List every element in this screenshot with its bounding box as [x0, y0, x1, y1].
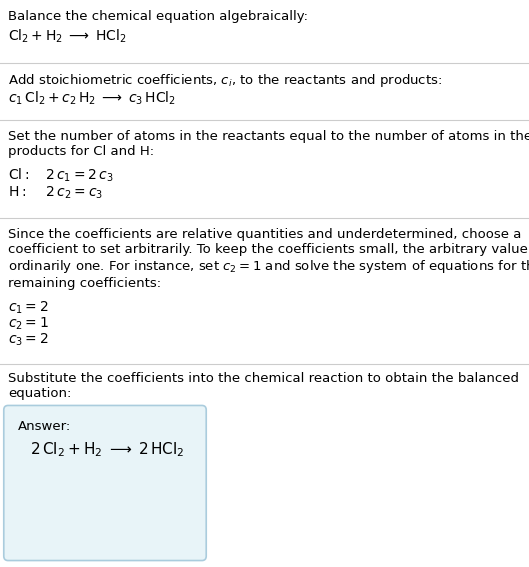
Text: $c_3 = 2$: $c_3 = 2$ [8, 332, 49, 348]
Text: $\mathrm{Cl:\quad 2\,}c_1 = 2\,c_3$: $\mathrm{Cl:\quad 2\,}c_1 = 2\,c_3$ [8, 167, 114, 184]
Text: Substitute the coefficients into the chemical reaction to obtain the balanced
eq: Substitute the coefficients into the che… [8, 372, 519, 400]
Text: $2\,\mathrm{Cl_2} + \mathrm{H_2}\;\longrightarrow\; 2\,\mathrm{HCl_2}$: $2\,\mathrm{Cl_2} + \mathrm{H_2}\;\longr… [30, 440, 185, 459]
Text: Answer:: Answer: [18, 420, 71, 433]
Text: $c_2 = 1$: $c_2 = 1$ [8, 316, 49, 332]
Text: $c_1 = 2$: $c_1 = 2$ [8, 300, 49, 316]
Text: $\mathrm{Cl_2 + H_2 \;\longrightarrow\; HCl_2}$: $\mathrm{Cl_2 + H_2 \;\longrightarrow\; … [8, 28, 126, 45]
Text: $c_1\,\mathrm{Cl_2} + c_2\,\mathrm{H_2}\;\longrightarrow\; c_3\,\mathrm{HCl_2}$: $c_1\,\mathrm{Cl_2} + c_2\,\mathrm{H_2}\… [8, 90, 176, 107]
Text: Balance the chemical equation algebraically:: Balance the chemical equation algebraica… [8, 10, 308, 23]
Text: Set the number of atoms in the reactants equal to the number of atoms in the
pro: Set the number of atoms in the reactants… [8, 130, 529, 158]
Text: Add stoichiometric coefficients, $c_i$, to the reactants and products:: Add stoichiometric coefficients, $c_i$, … [8, 72, 442, 89]
Text: $\mathrm{H:\quad\; 2\,}c_2 = c_3$: $\mathrm{H:\quad\; 2\,}c_2 = c_3$ [8, 185, 103, 201]
Text: Since the coefficients are relative quantities and underdetermined, choose a
coe: Since the coefficients are relative quan… [8, 228, 529, 290]
